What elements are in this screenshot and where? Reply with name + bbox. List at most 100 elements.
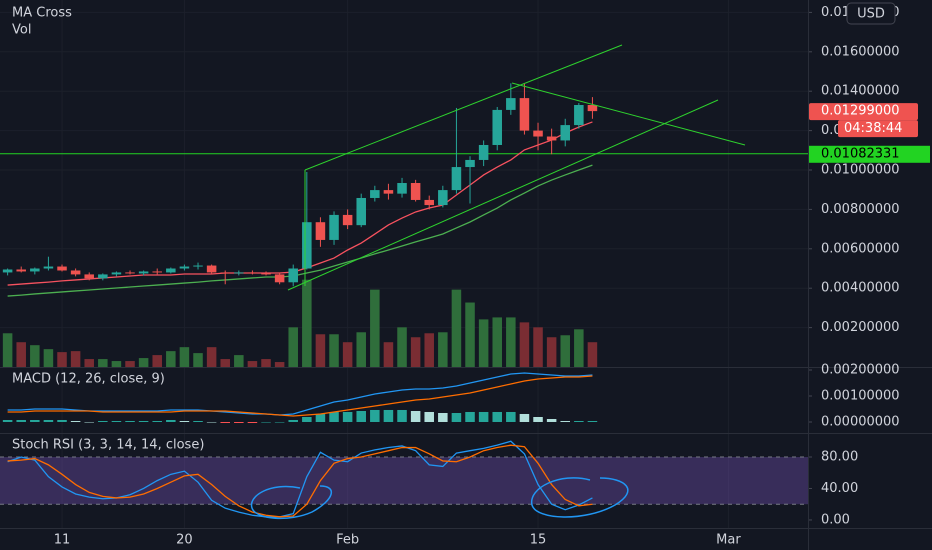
- candle-body: [438, 190, 448, 206]
- volume-bar: [315, 334, 326, 367]
- volume-bar: [383, 342, 394, 367]
- volume-bar: [438, 332, 448, 367]
- candle-body: [166, 268, 176, 273]
- candle-body: [30, 268, 40, 272]
- candle-body: [2, 269, 13, 273]
- candle-body: [342, 214, 353, 226]
- candle-body: [546, 136, 557, 141]
- volume-bar: [2, 333, 13, 367]
- candle-body: [179, 266, 190, 269]
- candle-body: [356, 197, 366, 226]
- volume-bar: [560, 335, 570, 367]
- x-tick-label: 11: [54, 533, 71, 548]
- volume-bar: [30, 345, 40, 367]
- candle-body: [98, 274, 108, 279]
- histogram-bar: [451, 412, 462, 422]
- histogram-bar: [410, 410, 421, 422]
- volume-bar: [506, 317, 516, 367]
- trend-lines: [287, 44, 746, 291]
- countdown-label: 04:38:44: [844, 121, 902, 136]
- candle-body: [43, 266, 54, 269]
- candle-body: [506, 98, 516, 110]
- candle-body: [274, 274, 285, 283]
- candle-body: [138, 271, 149, 274]
- volume-bar: [57, 352, 67, 367]
- volume-bar: [84, 359, 94, 367]
- volume-bar: [179, 347, 190, 367]
- histogram-bar: [111, 421, 122, 422]
- histogram-bar: [574, 421, 584, 422]
- histogram-bar: [138, 421, 149, 422]
- candle-body: [193, 265, 203, 267]
- volume-bar: [519, 322, 530, 367]
- candle-body: [587, 104, 598, 112]
- volume-bar: [111, 361, 122, 367]
- histogram-bar: [193, 421, 203, 422]
- candle-body: [424, 199, 434, 206]
- indicator-line: [7, 372, 593, 416]
- indicator-line: [7, 375, 593, 417]
- grid-layer: [808, 11, 812, 521]
- x-tick-label: 15: [530, 533, 547, 548]
- histogram-bar: [546, 419, 557, 422]
- histogram-bar: [274, 421, 285, 423]
- currency-label[interactable]: USD: [857, 7, 885, 22]
- histogram-bar: [247, 421, 258, 423]
- volume-bar: [533, 327, 543, 367]
- volume-bar: [587, 342, 598, 367]
- x-tick-label: Feb: [336, 533, 359, 548]
- histogram-bar: [519, 413, 530, 422]
- volume-bar: [546, 337, 557, 367]
- volume-bar: [98, 359, 108, 367]
- histogram-bar: [125, 421, 135, 422]
- candle-body: [125, 272, 135, 274]
- candle-body: [465, 159, 475, 168]
- histogram-bar: [206, 421, 217, 423]
- volume-bar: [288, 327, 298, 367]
- candle-body: [16, 269, 26, 272]
- volume-bar: [478, 319, 489, 367]
- candle-body: [84, 274, 94, 279]
- candle-body: [370, 190, 380, 198]
- histogram-bar: [438, 412, 448, 422]
- y-tick-label: 0.01000000: [821, 163, 900, 178]
- volume-bar: [234, 355, 244, 367]
- histogram-bar: [261, 421, 271, 423]
- histogram-bar: [370, 409, 380, 422]
- currency-button[interactable]: [846, 2, 896, 25]
- last-price-bg: [809, 103, 918, 121]
- volume-bar: [410, 337, 421, 367]
- candle-body: [533, 130, 543, 137]
- y-tick-label: 80.00: [821, 449, 858, 464]
- candle-body: [206, 265, 217, 273]
- histogram-bar: [533, 417, 543, 422]
- candle-body: [288, 268, 298, 283]
- volume-bar: [70, 351, 81, 367]
- legend-volume: Vol: [12, 23, 31, 38]
- volume-bar: [302, 279, 312, 367]
- candle-body: [451, 167, 462, 191]
- candle-body: [220, 272, 230, 274]
- volume-bar: [492, 317, 502, 367]
- volume-bar: [193, 353, 203, 367]
- x-tick-label: 20: [176, 533, 193, 548]
- volume-bar: [206, 347, 217, 367]
- candle-body: [261, 273, 271, 275]
- volume-bar: [152, 355, 162, 367]
- volume-bar: [356, 332, 366, 367]
- volume-bar: [370, 289, 380, 367]
- histogram-bar: [356, 410, 366, 422]
- x-tick-label: Mar: [716, 533, 741, 548]
- volume-bar: [261, 359, 271, 367]
- volume-bar: [125, 361, 135, 367]
- histogram-bar: [70, 421, 81, 422]
- candle-body: [315, 222, 326, 240]
- y-tick-label: 0.01400000: [821, 84, 900, 99]
- volume-bar: [166, 351, 176, 367]
- y-tick-label: 0.00200000: [821, 320, 900, 335]
- histogram-bar: [342, 411, 353, 422]
- candle-body: [152, 271, 162, 273]
- y-tick-label: 0.00000000: [821, 414, 900, 429]
- candle-body: [111, 272, 122, 275]
